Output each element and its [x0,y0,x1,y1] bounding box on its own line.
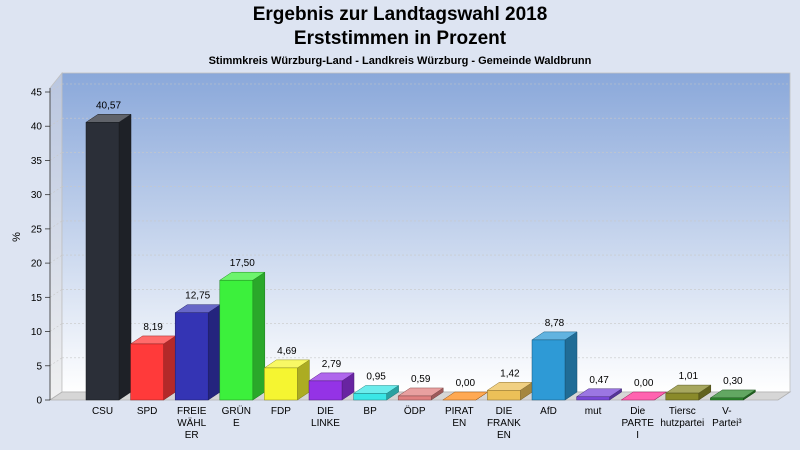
chart-title: Ergebnis zur Landtagswahl 2018 [252,4,548,25]
bar-side [564,331,578,401]
x-tick-label: ÖDP [404,405,426,417]
gridline-side [49,220,63,230]
y-tick-label: 30 [31,190,43,201]
bar-front [264,367,298,401]
data-label: 0,47 [589,375,609,386]
plot-side-wall [49,71,63,401]
data-label: 17,50 [230,258,255,269]
y-tick-label: 40 [31,122,43,133]
x-tick-label: mut [585,406,602,417]
x-tick-label: Die PARTE I [621,406,654,441]
bar-front [665,392,700,401]
bar-top [620,391,668,401]
data-label: 0,95 [366,371,386,382]
bar-front [397,395,432,401]
bar-side [252,271,266,401]
gridline-side [49,186,63,195]
gridline-side [49,83,63,93]
bar [397,387,445,401]
bar [620,391,668,401]
x-tick-label: V-Partei³ [712,406,742,429]
bar [85,113,132,401]
bar-front [576,396,610,401]
data-label: 0,00 [634,378,654,389]
x-tick-label: DIE FRANK EN [487,406,521,441]
x-tick-label: GRÜN E [222,405,251,429]
data-label: 12,75 [185,291,210,302]
bar [174,304,222,401]
data-label: 8,19 [143,322,163,333]
x-tick-label: PIRAT EN [445,406,474,429]
bar-front [130,343,164,401]
gridline-side [49,152,63,161]
gridline-side [49,323,63,332]
x-tick-label: BP [363,406,377,417]
gridline-side [49,357,63,367]
bar-front [710,397,744,401]
gridline-side [49,117,63,127]
x-tick-label: SPD [137,406,158,417]
x-tick-label: DIE LINKE [311,406,340,429]
y-tick-label: 10 [31,327,43,338]
data-label: 2,79 [322,359,342,370]
x-tick-label: CSU [92,406,113,417]
x-tick-label: Tiersc hutzpartei [660,406,704,429]
bar-front [353,393,387,401]
data-label: 0,59 [411,374,431,385]
gridline-side [49,289,63,298]
chart-subsubtitle: Stimmkreis Würzburg-Land - Landkreis Wür… [208,55,592,67]
data-label: 4,69 [277,346,297,357]
y-tick-label: 35 [31,156,43,167]
data-label: 1,01 [679,371,699,382]
bar-side [118,113,132,401]
data-label: 0,00 [456,378,476,389]
bar [352,385,400,401]
bar-front [308,380,343,401]
bar [218,271,266,401]
y-tick-label: 15 [31,293,43,304]
bar-front [531,339,566,401]
y-tick-label: 0 [36,396,42,407]
data-label: 8,78 [545,318,565,329]
y-tick-label: 45 [31,88,43,99]
gridline-side [49,254,63,264]
bar-front [85,122,120,401]
bar [263,359,311,401]
data-label: 40,57 [96,100,121,111]
data-label: 0,30 [723,376,743,387]
bar [709,389,757,401]
y-tick-label: 20 [31,259,43,270]
bar [129,335,177,401]
x-tick-label: FREIE WÄHL ER [177,406,207,441]
bar-side [163,335,176,401]
bar [308,372,355,401]
bar [664,384,712,401]
bar-front [487,390,521,401]
x-tick-label: FDP [271,406,291,417]
y-tick-label: 5 [36,361,42,372]
y-tick-label: 25 [31,224,43,235]
bar-front [219,279,254,401]
x-tick-label: AfD [540,406,557,417]
bar-side [207,304,221,401]
chart-subtitle: Erststimmen in Prozent [293,28,507,49]
bar [575,388,623,401]
bar [531,331,578,401]
data-label: 1,42 [500,368,520,379]
bar-front [174,312,209,401]
y-axis-label: % [11,232,23,242]
